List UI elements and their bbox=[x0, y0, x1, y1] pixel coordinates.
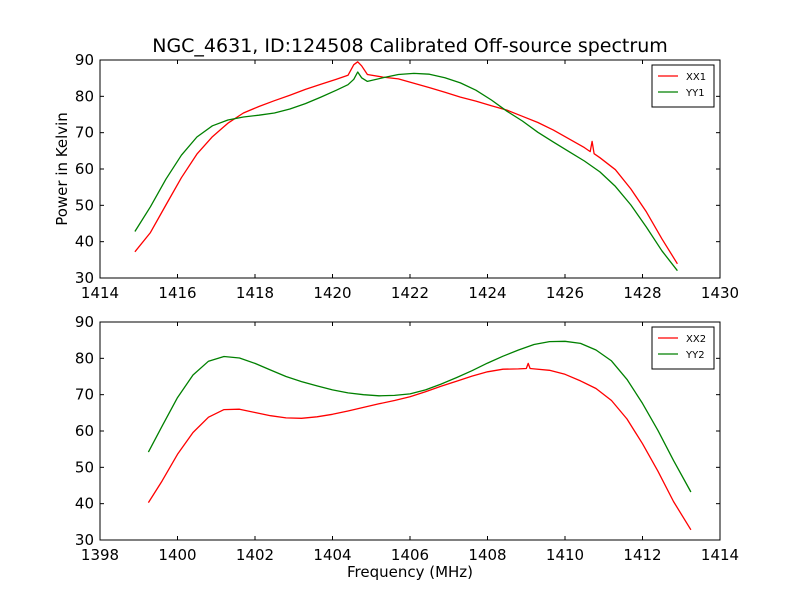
bottom-y-tick-label: 90 bbox=[75, 313, 94, 331]
top-x-tick-label: 1414 bbox=[81, 284, 119, 302]
bottom-x-tick-label: 1402 bbox=[236, 546, 274, 564]
top-x-tick-label: 1428 bbox=[623, 284, 661, 302]
top-x-tick-label: 1424 bbox=[468, 284, 506, 302]
bottom-x-tick-label: 1406 bbox=[391, 546, 429, 564]
bottom-legend-label-yy2: YY2 bbox=[685, 350, 705, 361]
top-x-tick-label: 1426 bbox=[546, 284, 584, 302]
top-plot-frame bbox=[99, 59, 721, 279]
chart-title: NGC_4631, ID:124508 Calibrated Off-sourc… bbox=[152, 35, 668, 57]
top-y-tick-label: 70 bbox=[75, 124, 94, 142]
bottom-legend-label-xx2: XX2 bbox=[686, 334, 706, 345]
top-y-tick-label: 40 bbox=[75, 233, 94, 251]
x-axis-label: Frequency (MHz) bbox=[347, 563, 473, 581]
bottom-series-xx2-line bbox=[147, 362, 692, 531]
bottom-plot-panel: 1398 1400 1402 1404 1406 1408 1410 1412 1414 30 40… bbox=[75, 313, 739, 564]
bottom-y-tick-label: 50 bbox=[75, 458, 94, 476]
top-y-tick-label: 80 bbox=[75, 87, 94, 105]
bottom-x-tick-label: 1398 bbox=[81, 546, 119, 564]
bottom-x-tick-label: 1408 bbox=[468, 546, 506, 564]
bottom-legend-box bbox=[651, 326, 715, 370]
bottom-series-yy2-line bbox=[147, 340, 692, 493]
bottom-plot-frame bbox=[99, 321, 721, 541]
top-legend-box bbox=[651, 64, 715, 108]
top-x-tick-label: 1430 bbox=[701, 284, 739, 302]
top-legend-label-yy1: YY1 bbox=[685, 88, 705, 99]
bottom-y-tick-label: 80 bbox=[75, 349, 94, 367]
top-series-xx1-line bbox=[134, 61, 678, 265]
bottom-x-tick-label: 1414 bbox=[701, 546, 739, 564]
bottom-x-tick-label: 1400 bbox=[158, 546, 196, 564]
bottom-x-tick-label: 1412 bbox=[623, 546, 661, 564]
top-y-tick-label: 90 bbox=[75, 51, 94, 69]
bottom-y-tick-label: 70 bbox=[75, 386, 94, 404]
bottom-y-tick-label: 40 bbox=[75, 495, 94, 513]
bottom-y-tick-label: 30 bbox=[75, 531, 94, 549]
bottom-x-tick-label: 1404 bbox=[313, 546, 351, 564]
y-axis-label: Power in Kelvin bbox=[53, 112, 71, 226]
top-y-tick-label: 30 bbox=[75, 269, 94, 287]
top-x-tick-label: 1416 bbox=[158, 284, 196, 302]
bottom-x-tick-label: 1410 bbox=[546, 546, 584, 564]
top-x-tick-label: 1422 bbox=[391, 284, 429, 302]
top-plot-panel: 1414 1416 1418 1420 1422 1424 1426 1428 1430 30 40… bbox=[75, 51, 739, 302]
top-x-tick-label: 1420 bbox=[313, 284, 351, 302]
top-x-tick-label: 1418 bbox=[236, 284, 274, 302]
top-legend-label-xx1: XX1 bbox=[686, 72, 706, 83]
top-series-yy1-line bbox=[134, 71, 678, 272]
bottom-y-tick-label: 60 bbox=[75, 422, 94, 440]
top-y-tick-label: 60 bbox=[75, 160, 94, 178]
top-y-tick-label: 50 bbox=[75, 196, 94, 214]
